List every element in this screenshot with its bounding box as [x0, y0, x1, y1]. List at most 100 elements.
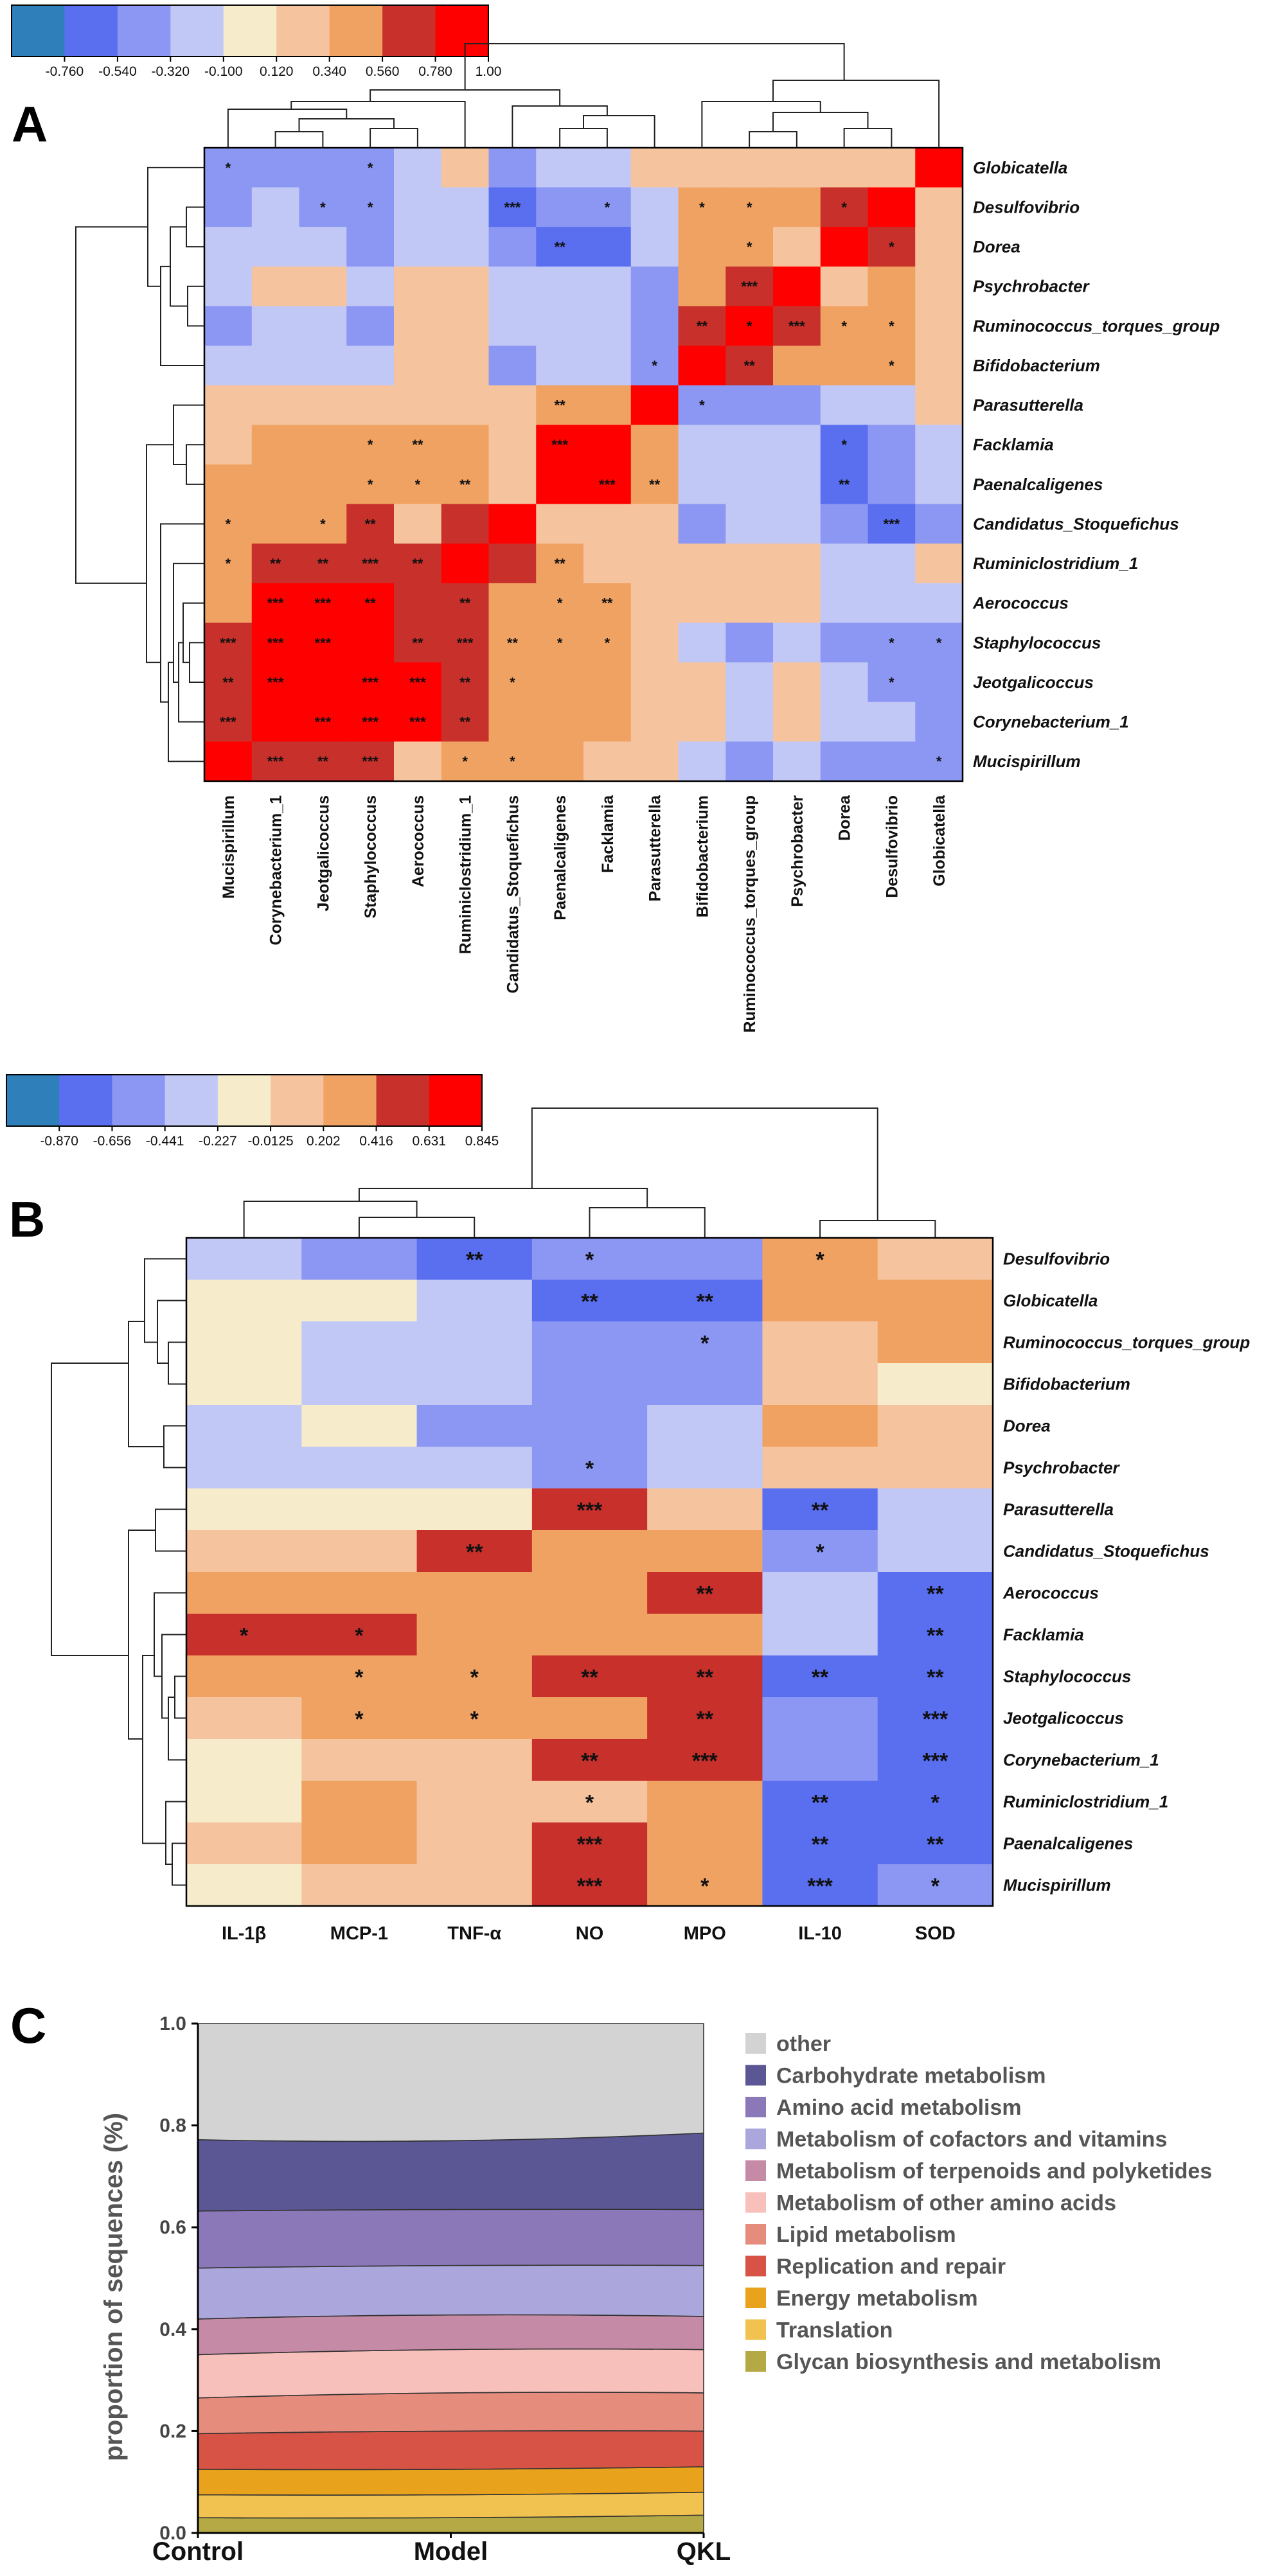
heatmap-cell [536, 504, 584, 544]
heatmap-cell [251, 425, 300, 465]
heatmap-cell [647, 1238, 763, 1280]
heatmap-cell [531, 1572, 648, 1614]
heatmap-cell [630, 266, 679, 307]
significance-marker: * [557, 635, 563, 651]
heatmap-cell [726, 504, 774, 544]
dendrogram-branch [163, 1425, 186, 1469]
significance-marker: *** [362, 675, 378, 691]
column-label: Parasutterella [646, 795, 664, 901]
heatmap-cell [416, 1822, 533, 1865]
significance-marker: * [320, 516, 326, 532]
significance-marker: ** [581, 1666, 598, 1690]
heatmap-cell [186, 1864, 302, 1907]
heatmap-cell [877, 1488, 993, 1531]
dendrogram-branch [174, 1675, 186, 1719]
significance-marker: *** [504, 199, 521, 215]
legend-swatch [745, 2097, 766, 2117]
heatmap-cell [726, 187, 774, 227]
column-label: Mucispirillum [220, 795, 238, 899]
colorbar-swatch [59, 1075, 112, 1126]
significance-marker: *** [409, 714, 426, 730]
heatmap-cell [536, 701, 584, 742]
dendrogram-branch [168, 1341, 186, 1385]
heatmap-cell [301, 1405, 418, 1447]
row-label: Aerococcus [1002, 1584, 1099, 1603]
dendrogram-branch [583, 115, 655, 148]
dendrogram-branch [142, 1655, 166, 1844]
heatmap-cell [186, 1405, 302, 1447]
heatmap-cell [394, 741, 442, 782]
row-label: Staphylococcus [1003, 1667, 1131, 1686]
heatmap-cell [773, 543, 821, 584]
heatmap-cell [416, 1447, 533, 1489]
heatmap-a-column-labels: Mucispirillum Corynebacterium_1 Jeotgalico… [220, 795, 948, 1033]
dendrogram-branch [243, 1201, 418, 1238]
significance-marker: * [841, 318, 847, 334]
significance-marker: ** [459, 714, 471, 730]
heatmap-cell [762, 1655, 878, 1698]
heatmap-cell [583, 346, 632, 386]
heatmap-cell [394, 425, 442, 465]
dendrogram-branch [183, 602, 204, 664]
heatmap-cell [868, 306, 916, 346]
heatmap-cell [488, 187, 537, 227]
significance-marker: ** [412, 556, 423, 572]
significance-marker: * [470, 1707, 479, 1732]
heatmap-cell [536, 187, 584, 227]
heatmap-cell [877, 1572, 993, 1614]
heatmap-cell [630, 385, 679, 425]
heatmap-cell [583, 464, 632, 505]
heatmap-cell [762, 1530, 878, 1573]
heatmap-cell [762, 1405, 878, 1447]
significance-marker: * [936, 754, 942, 770]
dendrogram-branch [227, 109, 348, 148]
heatmap-cell [726, 385, 774, 425]
heatmap-cell [441, 425, 490, 465]
significance-marker: * [699, 199, 705, 215]
significance-marker: ** [466, 1248, 483, 1273]
dendrogram-branch [559, 128, 608, 148]
heatmap-cell [726, 464, 774, 505]
row-label: Jeotgalicoccus [973, 673, 1094, 692]
heatmap-cell [877, 1739, 993, 1781]
colorbar-swatch [117, 5, 171, 57]
dendrogram-branch [128, 1530, 156, 1740]
heatmap-cell [647, 1781, 763, 1823]
dendrogram-branch [160, 523, 204, 703]
heatmap-b: -0.870 -0.656 -0.441 -0.227 -0.0125 0.202 0.41… [6, 1074, 1250, 1944]
legend-label: Replication and repair [776, 2255, 1006, 2279]
heatmap-cell [488, 741, 537, 782]
heatmap-cell [820, 701, 869, 742]
heatmap-cell [726, 227, 774, 267]
heatmap-cell [531, 1447, 648, 1489]
significance-marker: ** [317, 754, 329, 770]
significance-marker: *** [788, 318, 805, 334]
heatmap-cell [416, 1363, 533, 1406]
row-label: Dorea [973, 237, 1020, 256]
colorbar-swatch [112, 1075, 166, 1126]
heatmap-cell [583, 701, 632, 742]
colorbar-swatch [223, 5, 277, 57]
heatmap-cell [186, 1697, 302, 1740]
heatmap-cell [531, 1614, 648, 1656]
heatmap-cell [488, 306, 537, 346]
heatmap-cell [647, 1739, 763, 1781]
row-label: Corynebacterium_1 [1003, 1751, 1159, 1770]
legend-label: Lipid metabolism [776, 2223, 956, 2247]
heatmap-a-significance: * ** * *** * * * *** * ****** * *** * ** ** *** ** ** *** *… [220, 160, 942, 770]
heatmap-cell [301, 1530, 418, 1573]
significance-marker: *** [220, 635, 236, 651]
y-tick-label: 1.0 [159, 2013, 186, 2034]
row-label: Psychrobacter [973, 277, 1091, 296]
heatmap-cell [251, 346, 300, 386]
area-chart-c-legend: other Carbohydrate metabolism Amino acid m… [745, 2032, 1212, 2374]
significance-marker: ** [927, 1582, 944, 1607]
heatmap-cell [877, 1280, 993, 1322]
heatmap-cell [251, 583, 300, 624]
heatmap-cell [416, 1238, 533, 1280]
significance-marker: * [585, 1248, 594, 1273]
significance-marker: *** [551, 437, 568, 453]
row-dendrogram-a [75, 166, 204, 763]
heatmap-cell [630, 148, 679, 188]
dendrogram-branch [154, 1592, 186, 1677]
